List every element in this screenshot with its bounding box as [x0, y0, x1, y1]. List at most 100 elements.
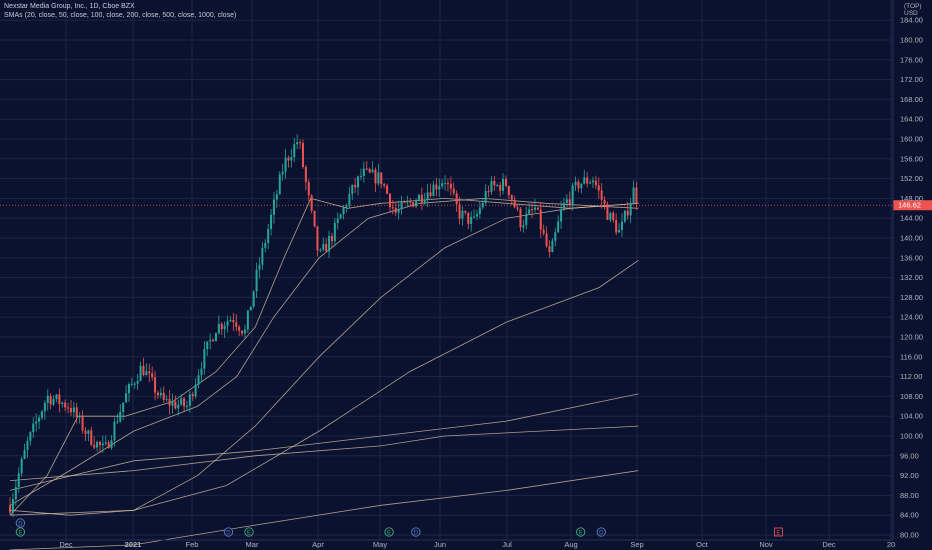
- candle-body: [93, 444, 96, 448]
- candle-body: [574, 181, 577, 186]
- event-label: D: [414, 530, 419, 536]
- candle-body: [214, 333, 217, 342]
- candle-body: [487, 191, 490, 193]
- dividend-event-marker: [596, 527, 606, 537]
- candle-body: [609, 212, 612, 220]
- candle-body: [328, 236, 331, 252]
- candle-body: [113, 421, 116, 441]
- candle-body: [206, 341, 209, 350]
- time-axis[interactable]: Dec 2021 Feb Mar Apr May Jun Jul Aug Sep Oct Nov Dec…: [0, 539, 895, 549]
- dividend-event-marker: [411, 527, 421, 537]
- candle-body: [435, 184, 438, 190]
- candle-body: [255, 269, 258, 292]
- candle-body: [615, 220, 618, 233]
- x-tick-label: Jun: [434, 540, 446, 549]
- candle-body: [40, 411, 43, 418]
- candle-body: [81, 415, 84, 431]
- candle-body: [145, 371, 148, 376]
- candle-body: [299, 142, 302, 144]
- axis-unit: (TOP) USD: [904, 3, 922, 17]
- last-price-label: 146.62: [898, 201, 921, 210]
- candle-body: [371, 169, 374, 173]
- candle-body: [23, 449, 26, 459]
- dividend-event-marker: [223, 527, 234, 537]
- candle-body: [116, 421, 119, 423]
- y-tick-label: 108.00: [900, 392, 923, 401]
- candle-body: [307, 182, 310, 196]
- candle-body: [29, 432, 32, 441]
- candle-body: [243, 329, 246, 334]
- candle-body: [473, 216, 476, 218]
- candle-body: [127, 384, 130, 394]
- sma-line: [10, 470, 639, 550]
- x-tick-label: 20: [887, 540, 895, 549]
- candle-body: [209, 339, 212, 342]
- candle-body: [313, 210, 316, 227]
- candle-body: [490, 181, 493, 192]
- candle-body: [281, 171, 284, 175]
- candle-body: [20, 458, 23, 474]
- candle-body: [322, 243, 325, 250]
- sma-line: [10, 393, 639, 491]
- candle-body: [458, 204, 461, 219]
- candle-body: [603, 199, 606, 205]
- candle-body: [261, 247, 264, 265]
- y-tick-label: 132.00: [900, 273, 923, 282]
- y-tick-label: 120.00: [900, 333, 923, 342]
- candle-body: [406, 201, 409, 203]
- symbol-title[interactable]: Nexstar Media Group, Inc., 1D, Cboe BZX: [4, 3, 135, 10]
- price-axis[interactable]: 80.00 84.00 88.00 92.00 96.00 100.00 104.00 108…: [892, 0, 923, 540]
- candle-body: [26, 440, 29, 450]
- candle-body: [14, 486, 17, 500]
- candle-body: [290, 157, 293, 161]
- candle-body: [409, 201, 412, 203]
- candle-body: [246, 310, 249, 330]
- candle-body: [194, 384, 197, 397]
- x-tick-label: Sep: [630, 540, 643, 549]
- indicator-legend[interactable]: SMAs (20, close, 50, close, 100, close, …: [4, 12, 237, 19]
- y-tick-label: 164.00: [900, 115, 923, 124]
- candle-body: [510, 195, 513, 200]
- candle-body: [119, 411, 122, 422]
- y-tick-label: 172.00: [900, 75, 923, 84]
- y-tick-label: 104.00: [900, 412, 923, 421]
- candle-body: [316, 226, 319, 251]
- candle-body: [165, 398, 168, 400]
- candle-body: [104, 442, 107, 444]
- candle-body: [620, 221, 623, 230]
- candle-body: [464, 210, 467, 213]
- candle-body: [185, 405, 188, 407]
- candle-body: [238, 326, 241, 331]
- y-tick-label: 168.00: [900, 95, 923, 104]
- candle-body: [333, 222, 336, 242]
- y-tick-label: 116.00: [900, 352, 922, 361]
- candle-body: [484, 191, 487, 203]
- event-label: D: [18, 521, 23, 527]
- x-tick-label: 2021: [125, 540, 142, 549]
- candle-body: [452, 188, 455, 194]
- candle-body: [441, 183, 444, 187]
- x-tick-label: Aug: [564, 540, 577, 549]
- candle-body: [64, 402, 67, 408]
- candle-body: [351, 184, 354, 194]
- candle-body: [548, 246, 551, 253]
- candle-body: [533, 207, 536, 210]
- candle-body: [177, 404, 180, 409]
- x-tick-label: Feb: [186, 540, 199, 549]
- candle-body: [612, 212, 615, 221]
- candle-body: [478, 207, 481, 215]
- candle-body: [336, 218, 339, 223]
- x-tick-label: Oct: [696, 540, 709, 549]
- candle-body: [455, 193, 458, 205]
- dividend-event-marker: [15, 518, 26, 528]
- candle-body: [139, 365, 142, 381]
- candle-body: [301, 143, 304, 168]
- candle-body: [591, 180, 594, 183]
- y-tick-label: 152.00: [900, 174, 923, 183]
- axis-corner-label: (TOP): [904, 3, 922, 10]
- candle-body: [438, 186, 441, 190]
- candle-body: [168, 398, 171, 406]
- candle-body: [359, 175, 362, 177]
- candle-body: [217, 323, 220, 334]
